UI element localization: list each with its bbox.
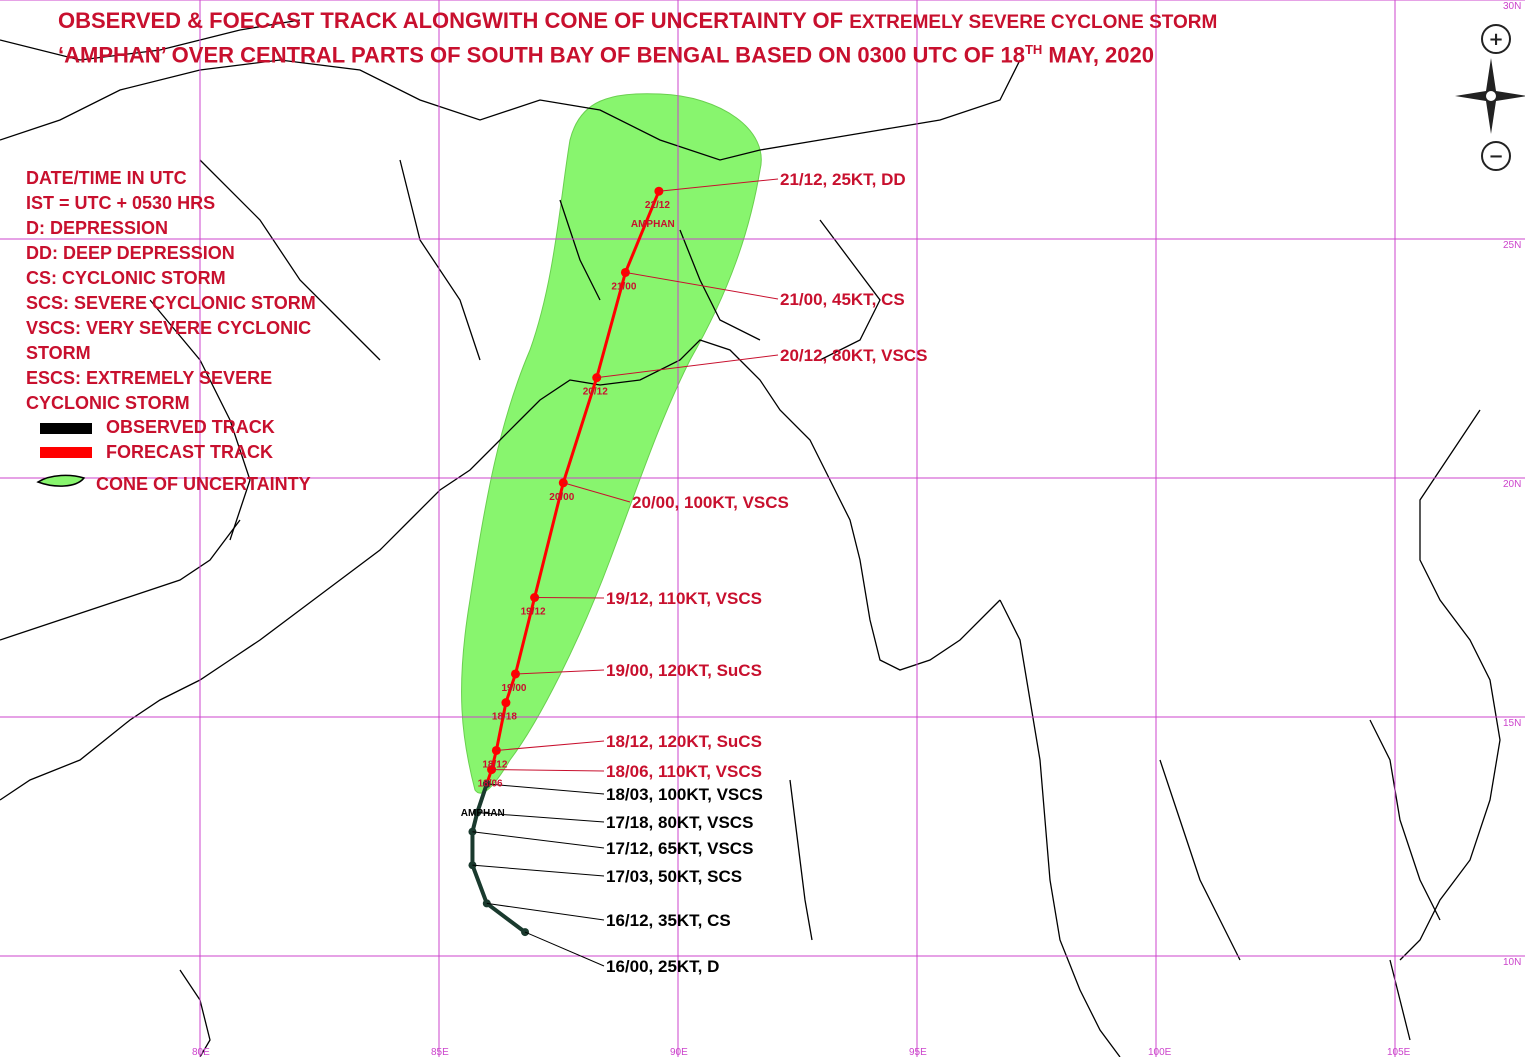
coastline-layer: [0, 19, 1501, 1057]
lat-tick-label: 30N: [1503, 1, 1521, 12]
forecast-point-label: 19/00, 120KT, SuCS: [606, 661, 762, 680]
indochina-coast: [1399, 409, 1501, 961]
title-tail: EXTREMELY SEVERE CYCLONE STORM: [849, 12, 1218, 33]
legend-line: CYCLONIC STORM: [26, 393, 190, 413]
legend-line: CS: CYCLONIC STORM: [26, 268, 226, 288]
storm-name-label: AMPHAN: [631, 219, 675, 230]
storm-name-label: AMPHAN: [461, 808, 505, 819]
legend-line: D: DEPRESSION: [26, 218, 169, 238]
forecast-point-short-label: 18/06: [478, 779, 503, 790]
forecast-track-line: [485, 190, 661, 785]
forecast-leader-line: [625, 271, 779, 300]
observed-point-label: 16/00, 25KT, D: [606, 957, 719, 976]
title-sup: TH: [1024, 42, 1043, 57]
forecast-leader-line: [534, 597, 605, 599]
forecast-leader-line: [596, 354, 779, 379]
observed-point-label: 17/12, 65KT, VSCS: [606, 839, 753, 858]
lon-tick-label: 95E: [909, 1047, 927, 1057]
legend-line: VSCS: VERY SEVERE CYCLONIC: [26, 318, 312, 338]
legend-line: IST = UTC + 0530 HRS: [26, 193, 216, 213]
forecast-leader-line: [496, 740, 605, 751]
legend-line: STORM: [26, 343, 91, 363]
sri-lanka-coast: [179, 969, 211, 1057]
forecast-leader-line: [563, 482, 631, 503]
thailand-coast: [1159, 759, 1241, 961]
lon-tick-label: 85E: [431, 1047, 449, 1057]
cone-label: CONE OF UNCERTAINTY: [96, 474, 311, 494]
forecast-point-label: 18/06, 110KT, VSCS: [606, 762, 762, 781]
forecast-point-short-label: 20/12: [583, 387, 608, 398]
lon-tick-label: 105E: [1387, 1047, 1411, 1057]
cone-swatch: [36, 474, 86, 487]
forecast-track-point[interactable]: [501, 698, 511, 708]
forecast-leader-line: [658, 178, 779, 192]
title-main: OBSERVED & FOECAST TRACK ALONGWITH CONE …: [58, 8, 844, 33]
title-line2-post: MAY, 2020: [1042, 42, 1154, 68]
observed-leader-line: [477, 812, 605, 823]
lat-tick-label: 15N: [1503, 718, 1521, 729]
zoom-in-button[interactable]: +: [1481, 24, 1511, 54]
malay-coast: [1369, 719, 1441, 1041]
forecast-track-label: FORECAST TRACK: [106, 442, 273, 462]
map-title-line1: OBSERVED & FOECAST TRACK ALONGWITH CONE …: [58, 8, 1217, 34]
observed-leader-line: [524, 931, 605, 967]
observed-leader-line: [472, 831, 605, 849]
observed-point-label: 16/12, 35KT, CS: [606, 911, 731, 930]
observed-track-label: OBSERVED TRACK: [106, 417, 275, 437]
compass-rose-icon[interactable]: [1455, 58, 1525, 134]
forecast-point-short-label: 21/00: [611, 281, 636, 292]
forecast-point-short-label: 19/12: [521, 607, 546, 618]
myanmar-coast: [999, 599, 1121, 1057]
observed-leader-line: [486, 902, 605, 921]
state-boundaries: [149, 159, 881, 541]
legend-line: DD: DEEP DEPRESSION: [26, 243, 235, 263]
forecast-track-swatch: [40, 447, 92, 458]
observed-point-label: 17/03, 50KT, SCS: [606, 867, 742, 886]
lon-tick-label: 80E: [192, 1047, 210, 1057]
legend-line: ESCS: EXTREMELY SEVERE: [26, 368, 273, 388]
legend-line: DATE/TIME IN UTC: [26, 168, 187, 188]
observed-track-line: [470, 783, 527, 934]
forecast-point-label: 19/12, 110KT, VSCS: [606, 589, 762, 608]
lat-tick-label: 10N: [1503, 957, 1521, 968]
india-east-coast: [0, 339, 1001, 801]
lon-tick-label: 90E: [670, 1047, 688, 1057]
forecast-leader-line: [515, 669, 605, 675]
north-boundary-2: [0, 19, 301, 61]
andaman-islands: [789, 779, 813, 941]
forecast-point-label: 21/00, 45KT, CS: [780, 290, 905, 309]
observed-point-label: 17/18, 80KT, VSCS: [606, 813, 753, 832]
forecast-point-short-label: 18/18: [492, 712, 517, 723]
lon-tick-label: 100E: [1148, 1047, 1172, 1057]
cone-of-uncertainty: [461, 93, 762, 794]
forecast-point-short-label: 21/12: [645, 200, 670, 211]
observed-leader-line: [472, 864, 605, 877]
lat-tick-label: 25N: [1503, 240, 1521, 251]
forecast-point-label: 18/12, 120KT, SuCS: [606, 732, 762, 751]
forecast-point-short-label: 19/00: [501, 683, 526, 694]
zoom-out-button[interactable]: −: [1481, 141, 1511, 171]
forecast-leader-line: [491, 769, 605, 772]
legend-line: SCS: SEVERE CYCLONIC STORM: [26, 293, 316, 313]
track-label-layer: 16/00, 25KT, D 16/12, 35KT, CS 17/03, 50KT…: [461, 170, 928, 976]
forecast-point-label: 20/12, 80KT, VSCS: [780, 346, 927, 365]
map-title-line2: ‘AMPHAN’ OVER CENTRAL PARTS OF SOUTH BAY…: [58, 42, 1154, 68]
forecast-point-label: 20/00, 100KT, VSCS: [632, 493, 789, 512]
forecast-point-label: 21/12, 25KT, DD: [780, 170, 906, 189]
title-line2-pre: ‘AMPHAN’ OVER CENTRAL PARTS OF SOUTH BAY…: [58, 42, 1025, 68]
forecast-point-short-label: 20/00: [549, 492, 574, 503]
india-west-inland: [0, 519, 241, 641]
observed-track-swatch: [40, 423, 92, 434]
lat-tick-label: 20N: [1503, 479, 1521, 490]
observed-point-label: 18/03, 100KT, VSCS: [606, 785, 763, 804]
forecast-point-short-label: 18/12: [482, 759, 507, 770]
observed-leader-line: [486, 783, 605, 795]
himalaya-boundary: [0, 59, 1021, 161]
